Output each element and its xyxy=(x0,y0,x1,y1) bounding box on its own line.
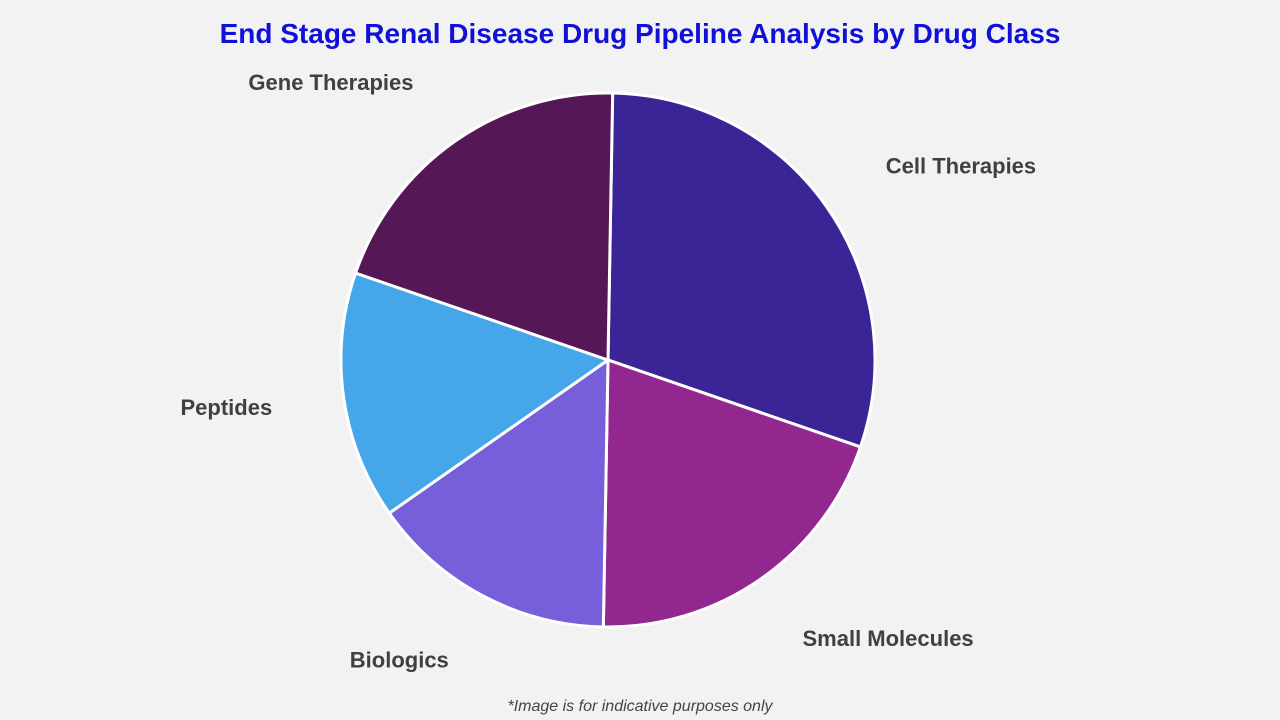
slice-label: Small Molecules xyxy=(802,626,973,651)
pie-slice-gene-therapies xyxy=(353,91,615,363)
footnote: *Image is for indicative purposes only xyxy=(507,698,773,715)
slice-label: Peptides xyxy=(181,395,273,420)
slice-label: Biologics xyxy=(350,647,449,672)
slice-label: Cell Therapies xyxy=(886,154,1036,179)
chart-title: End Stage Renal Disease Drug Pipeline An… xyxy=(219,18,1061,49)
pie-slice-biologics xyxy=(387,357,610,629)
slice-label: Gene Therapies xyxy=(248,70,413,95)
pie-slice-small-molecules xyxy=(601,357,863,629)
pie-slice-peptides xyxy=(339,271,612,516)
pie-slice-cell-therapies xyxy=(606,91,877,449)
